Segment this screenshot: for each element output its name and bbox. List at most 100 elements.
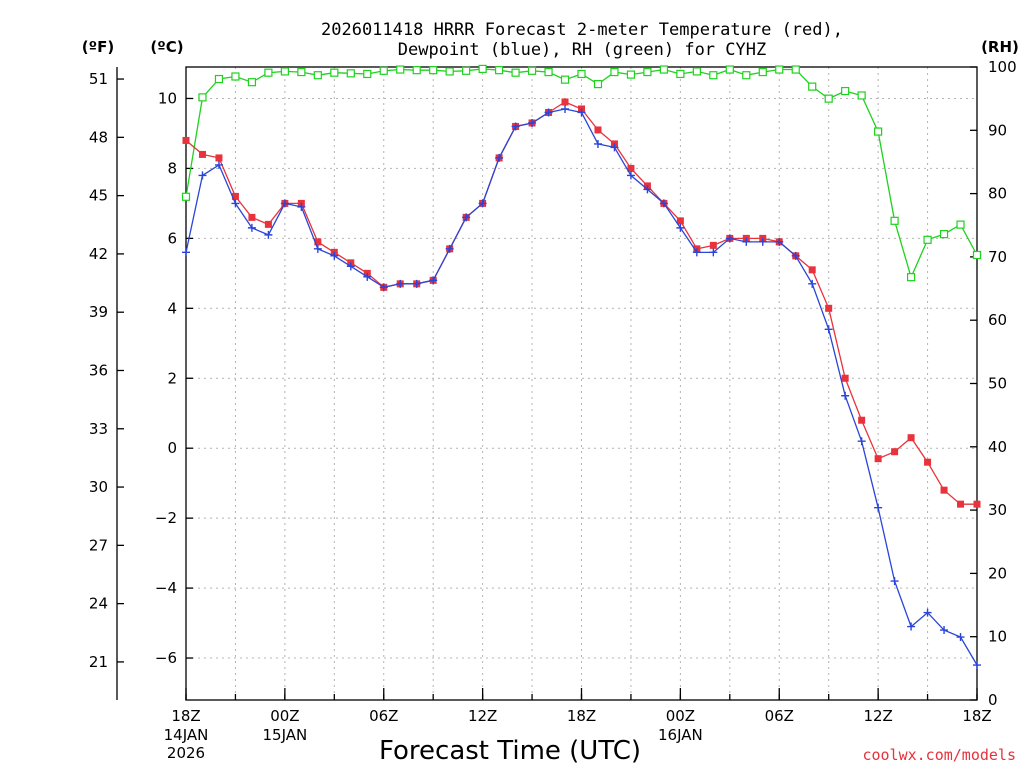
rh-tick-label: 0: [988, 691, 998, 709]
x-tick-label: 00Z: [666, 707, 695, 725]
temperature-point: [314, 238, 322, 246]
rh-tick-label: 30: [988, 501, 1007, 519]
x-tick-label: 18Z: [567, 707, 596, 725]
rh-point: [808, 82, 817, 91]
rh-point: [972, 250, 982, 260]
celsius-tick-label: −4: [155, 579, 177, 597]
temperature-point: [924, 458, 932, 466]
temperature-point: [874, 455, 882, 463]
celsius-tick-label: 4: [167, 299, 177, 317]
grid-lines: [186, 67, 977, 700]
celsius-tick-label: 6: [167, 229, 177, 247]
celsius-tick-label: 2: [167, 369, 177, 387]
rh-tick-label: 60: [988, 311, 1007, 329]
dewpoint-point: [758, 237, 767, 246]
dewpoint-point: [692, 248, 701, 257]
x-year-label: 2026: [167, 744, 205, 762]
dewpoint-point: [940, 626, 949, 635]
temperature-point: [973, 500, 981, 508]
rh-point: [231, 72, 240, 81]
dewpoint-point: [346, 262, 355, 271]
dewpoint-point: [890, 577, 899, 586]
rh-point: [198, 93, 207, 102]
temperature-point: [841, 374, 849, 382]
celsius-tick-label: −2: [155, 509, 177, 527]
temperature-point: [264, 220, 272, 228]
fahrenheit-tick-label: 24: [89, 595, 108, 613]
dewpoint-point: [214, 160, 223, 169]
dewpoint-point: [824, 325, 833, 334]
dewpoint-point: [577, 108, 586, 117]
temperature-point: [182, 136, 190, 144]
rh-tick-label: 100: [988, 58, 1017, 76]
dewpoint-point: [280, 199, 289, 208]
dewpoint-point: [511, 122, 520, 131]
dewpoint-point: [643, 185, 652, 194]
rh-point: [560, 75, 570, 84]
temperature-point: [858, 416, 866, 424]
rh-point: [791, 65, 800, 74]
dewpoint-point: [445, 244, 454, 253]
rh-point: [841, 86, 850, 96]
fahrenheit-tick-label: 36: [89, 361, 108, 379]
temperature-point: [561, 98, 569, 106]
rh-point: [462, 66, 471, 75]
temperature-point: [907, 434, 915, 442]
rh-point: [181, 192, 191, 201]
dewpoint-point: [775, 237, 784, 246]
x-tick-label: 00Z: [270, 707, 299, 725]
rh-tick-label: 10: [988, 628, 1007, 646]
rh-point: [396, 65, 405, 74]
x-tick-label: 06Z: [765, 707, 794, 725]
fahrenheit-tick-label: 45: [89, 187, 108, 205]
temperature-point: [676, 217, 684, 225]
dewpoint-point: [297, 202, 306, 211]
temperature-point: [231, 192, 239, 200]
rh-point: [412, 66, 421, 75]
dewpoint-point: [182, 248, 190, 257]
temperature-point: [709, 241, 717, 249]
rh-point: [676, 69, 685, 79]
chart-title-line-2: Dewpoint (blue), RH (green) for CYHZ: [398, 40, 766, 60]
rh-point: [857, 91, 866, 100]
temperature-point: [594, 126, 602, 134]
rh-tick-label: 20: [988, 564, 1007, 582]
dewpoint-point: [544, 108, 553, 117]
fahrenheit-tick-label: 30: [89, 478, 108, 496]
rh-point: [478, 64, 487, 73]
fahrenheit-tick-label: 51: [89, 70, 108, 88]
dewpoint-point: [462, 213, 471, 222]
dewpoint-point: [247, 223, 256, 232]
dewpoint-point: [528, 118, 537, 127]
rh-point: [643, 67, 652, 77]
rh-line: [185, 68, 978, 280]
dewpoint-point: [791, 251, 800, 260]
rh-tick-label: 70: [988, 248, 1007, 266]
dewpoint-point: [264, 230, 273, 239]
rh-point: [626, 70, 636, 79]
dewpoint-point: [874, 503, 883, 512]
dewpoint-point: [973, 661, 981, 670]
temperature-point: [215, 154, 223, 162]
rh-point: [527, 66, 537, 75]
rh-point: [247, 78, 257, 87]
rh-point: [511, 68, 520, 77]
rh-point: [939, 230, 949, 239]
dewpoint-point: [429, 276, 438, 285]
rh-tick-label: 80: [988, 185, 1007, 203]
rh-point: [429, 66, 438, 75]
rh-point: [659, 65, 668, 74]
dewpoint-point: [478, 199, 487, 208]
dewpoint-point: [857, 437, 866, 446]
rh-point: [923, 235, 932, 244]
x-date-label: 15JAN: [263, 726, 308, 744]
dewpoint-point: [198, 171, 207, 180]
rh-point: [725, 65, 734, 74]
rh-point: [330, 68, 339, 77]
rh-point: [544, 67, 553, 77]
dewpoint-point: [956, 633, 965, 642]
celsius-tick-label: −6: [155, 649, 177, 667]
temperature-point: [825, 304, 833, 312]
x-tick-label: 06Z: [369, 707, 398, 725]
x-date-label: 16JAN: [658, 726, 703, 744]
